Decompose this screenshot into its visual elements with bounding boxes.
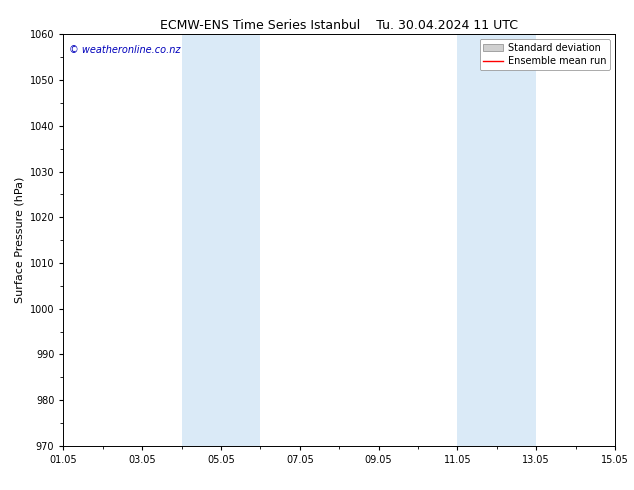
Y-axis label: Surface Pressure (hPa): Surface Pressure (hPa) xyxy=(14,177,24,303)
Title: ECMW-ENS Time Series Istanbul    Tu. 30.04.2024 11 UTC: ECMW-ENS Time Series Istanbul Tu. 30.04.… xyxy=(160,19,518,32)
Legend: Standard deviation, Ensemble mean run: Standard deviation, Ensemble mean run xyxy=(479,39,610,70)
Bar xyxy=(457,34,536,446)
Text: © weatheronline.co.nz: © weatheronline.co.nz xyxy=(69,45,181,54)
Bar xyxy=(181,34,261,446)
